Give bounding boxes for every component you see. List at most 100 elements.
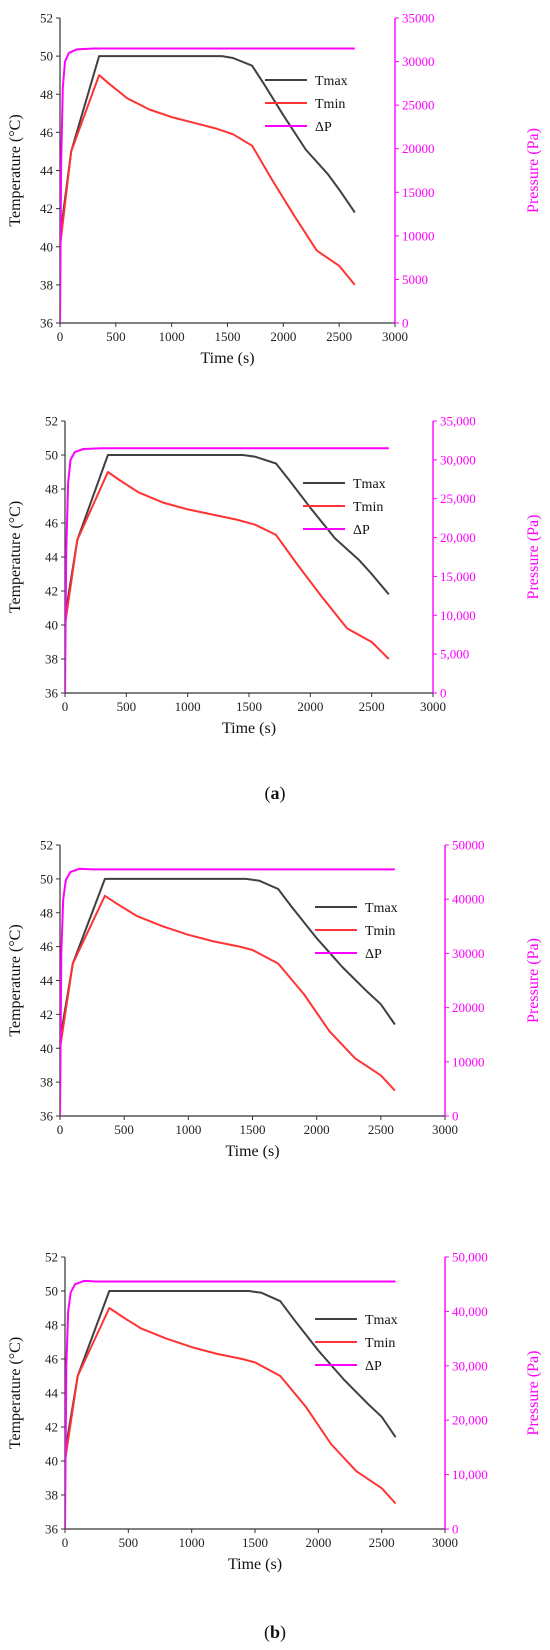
y-axis-label: Temperature (°C) (7, 501, 24, 613)
series-line-tmin (65, 471, 390, 660)
series-line-tmax (60, 877, 396, 1040)
y-tick-label: 52 (40, 838, 53, 853)
x-axis-label: Time (s) (228, 1556, 282, 1573)
y2-tick-label: 40,000 (452, 1304, 488, 1319)
y2-tick-label: 50000 (452, 838, 485, 853)
x-tick-label: 0 (57, 329, 64, 344)
y-tick-label: 50 (45, 448, 58, 463)
x-tick-label: 500 (114, 1122, 134, 1137)
series-line-tmax (65, 454, 390, 617)
legend-label: ΔP (365, 1359, 382, 1374)
y-tick-label: 42 (45, 1420, 58, 1435)
x-tick-label: 2000 (297, 699, 323, 714)
y-tick-label: 46 (45, 1352, 59, 1367)
charts: 0 500 1000 1500 2000 2500 30003638404244464850… (7, 11, 542, 1574)
chart-3: 0 500 1000 1500 2000 2500 30003638404244464850… (7, 838, 542, 1161)
chart-2: 0 500 1000 1500 2000 2500 30003638404244464850… (7, 414, 542, 738)
y-tick-label: 36 (45, 1522, 59, 1537)
legend-label: Tmin (353, 500, 383, 515)
x-tick-label: 1500 (242, 1535, 268, 1550)
legend-label: Tmax (315, 74, 348, 89)
y2-tick-label: 20,000 (440, 530, 476, 545)
y-tick-label: 40 (40, 1041, 53, 1056)
y-axis-label: Temperature (°C) (7, 1337, 24, 1449)
series-line-delta-p (60, 867, 395, 1116)
y-tick-label: 44 (40, 163, 54, 178)
x-axis-label: Time (s) (200, 350, 254, 367)
y-tick-label: 40 (45, 1454, 58, 1469)
x-tick-label: 2500 (368, 1122, 394, 1137)
y2-tick-label: 35000 (402, 11, 435, 26)
x-tick-label: 1500 (215, 329, 241, 344)
y2-axis-label: Pressure (Pa) (525, 128, 542, 213)
x-tick-label: 500 (119, 1535, 139, 1550)
y2-tick-label: 20000 (402, 141, 435, 156)
y-tick-label: 50 (40, 871, 53, 886)
series-line-tmin (65, 1307, 397, 1505)
series-line-tmin (60, 894, 396, 1092)
y-tick-label: 48 (40, 905, 53, 920)
y2-tick-label: 10,000 (452, 1467, 488, 1482)
panel-label-a: (a) (265, 783, 286, 804)
x-tick-label: 2500 (369, 1535, 395, 1550)
legend-label: Tmax (353, 477, 386, 492)
y2-tick-label: 25000 (402, 98, 435, 113)
y2-axis-label: Pressure (Pa) (525, 1351, 542, 1436)
y-tick-label: 46 (40, 125, 54, 140)
x-tick-label: 500 (117, 699, 137, 714)
y2-tick-label: 35,000 (440, 414, 476, 429)
legend-label: Tmin (315, 97, 345, 112)
y2-tick-label: 0 (402, 316, 409, 331)
series-line-tmin (60, 74, 356, 286)
series-line-delta-p (65, 447, 389, 693)
y2-tick-label: 40000 (452, 892, 485, 907)
y2-tick-label: 0 (452, 1109, 459, 1124)
x-tick-label: 1500 (236, 699, 262, 714)
x-tick-label: 1500 (240, 1122, 266, 1137)
x-tick-label: 0 (57, 1122, 64, 1137)
y2-tick-label: 20,000 (452, 1413, 488, 1428)
y-tick-label: 38 (45, 652, 58, 667)
y-axis-label: Temperature (°C) (7, 924, 24, 1036)
x-tick-label: 0 (62, 699, 69, 714)
x-tick-label: 3000 (432, 1535, 458, 1550)
x-tick-label: 2000 (270, 329, 296, 344)
y2-tick-label: 5000 (402, 272, 428, 287)
series-line-tmax (65, 1290, 397, 1453)
y-axis-label: Temperature (°C) (7, 114, 24, 226)
x-tick-label: 2500 (359, 699, 385, 714)
y2-tick-label: 30000 (402, 54, 435, 69)
y-tick-label: 52 (45, 414, 58, 429)
x-tick-label: 1000 (175, 699, 201, 714)
y-tick-label: 38 (40, 277, 53, 292)
x-tick-label: 0 (62, 1535, 69, 1550)
x-axis-label: Time (s) (225, 1143, 279, 1160)
legend-label: ΔP (365, 947, 382, 962)
x-tick-label: 2500 (326, 329, 352, 344)
y2-tick-label: 15000 (402, 185, 435, 200)
legend-label: Tmin (365, 924, 395, 939)
y-tick-label: 48 (45, 482, 58, 497)
y-tick-label: 52 (40, 11, 53, 26)
series-line-delta-p (65, 1279, 396, 1529)
legend-label: Tmax (365, 1313, 398, 1328)
y2-tick-label: 20000 (452, 1000, 485, 1015)
y-tick-label: 38 (45, 1488, 58, 1503)
y-tick-label: 36 (40, 1109, 54, 1124)
y-tick-label: 44 (45, 550, 59, 565)
y-tick-label: 42 (40, 1007, 53, 1022)
y-tick-label: 48 (45, 1318, 58, 1333)
x-tick-label: 1000 (159, 329, 185, 344)
y-tick-label: 48 (40, 87, 53, 102)
y-tick-label: 36 (45, 686, 59, 701)
y-tick-label: 42 (40, 201, 53, 216)
legend-label: Tmin (365, 1336, 395, 1351)
legend-label: ΔP (353, 523, 370, 538)
y2-tick-label: 0 (440, 686, 447, 701)
y2-axis-label: Pressure (Pa) (525, 515, 542, 600)
chart-4: 0 500 1000 1500 2000 2500 30003638404244464850… (7, 1250, 542, 1574)
x-tick-label: 2000 (305, 1535, 331, 1550)
y-tick-label: 46 (40, 939, 54, 954)
y-tick-label: 50 (40, 49, 53, 64)
